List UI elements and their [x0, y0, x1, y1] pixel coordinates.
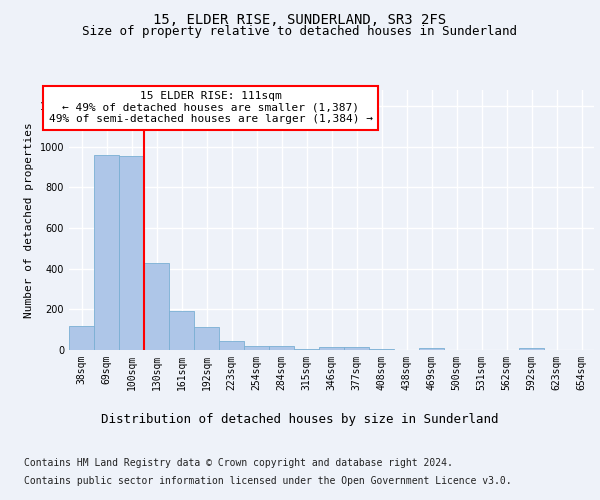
Bar: [269, 346, 294, 350]
Bar: [219, 341, 244, 350]
Bar: [169, 312, 194, 350]
Bar: [119, 156, 144, 350]
Bar: [294, 349, 319, 350]
Y-axis label: Number of detached properties: Number of detached properties: [24, 122, 34, 318]
Bar: [344, 347, 369, 350]
Text: 15 ELDER RISE: 111sqm
← 49% of detached houses are smaller (1,387)
49% of semi-d: 15 ELDER RISE: 111sqm ← 49% of detached …: [49, 92, 373, 124]
Bar: [69, 326, 94, 350]
Bar: [244, 346, 269, 350]
Bar: [519, 348, 544, 350]
Text: Size of property relative to detached houses in Sunderland: Size of property relative to detached ho…: [83, 25, 517, 38]
Bar: [419, 348, 444, 350]
Bar: [369, 349, 394, 350]
Text: Distribution of detached houses by size in Sunderland: Distribution of detached houses by size …: [101, 412, 499, 426]
Bar: [94, 155, 119, 350]
Text: 15, ELDER RISE, SUNDERLAND, SR3 2FS: 15, ELDER RISE, SUNDERLAND, SR3 2FS: [154, 12, 446, 26]
Bar: [194, 326, 219, 350]
Bar: [319, 347, 344, 350]
Text: Contains HM Land Registry data © Crown copyright and database right 2024.: Contains HM Land Registry data © Crown c…: [24, 458, 453, 468]
Text: Contains public sector information licensed under the Open Government Licence v3: Contains public sector information licen…: [24, 476, 512, 486]
Bar: [144, 262, 169, 350]
